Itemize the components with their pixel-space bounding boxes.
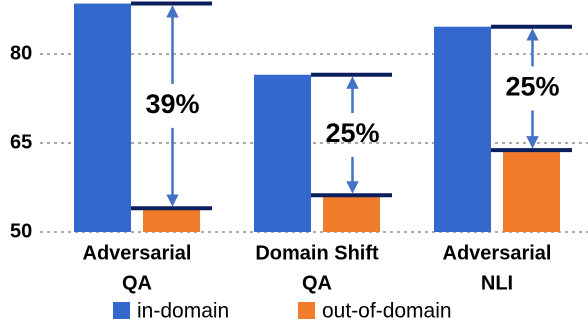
gap-annotation: 25% <box>325 118 379 148</box>
bar <box>74 3 131 232</box>
legend-swatch <box>298 302 315 319</box>
bar <box>143 208 200 232</box>
bar <box>503 150 560 232</box>
legend-label: out-of-domain <box>322 300 452 322</box>
gap-annotation: 25% <box>505 72 559 102</box>
bar <box>434 26 491 232</box>
x-tick-label: Adversarial <box>83 242 192 264</box>
bar <box>323 195 380 232</box>
y-tick-label: 80 <box>10 42 32 64</box>
gap-annotation: 39% <box>145 89 199 119</box>
x-tick-label: QA <box>302 272 332 294</box>
x-tick-label: Domain Shift <box>255 242 379 264</box>
y-tick-label: 50 <box>10 220 32 242</box>
x-tick-label: QA <box>122 272 152 294</box>
bar <box>254 74 311 232</box>
x-tick-label: Adversarial <box>443 242 552 264</box>
legend-swatch <box>113 302 130 319</box>
legend-label: in-domain <box>137 300 229 322</box>
x-tick-label: NLI <box>481 272 513 294</box>
y-tick-label: 65 <box>10 131 32 153</box>
